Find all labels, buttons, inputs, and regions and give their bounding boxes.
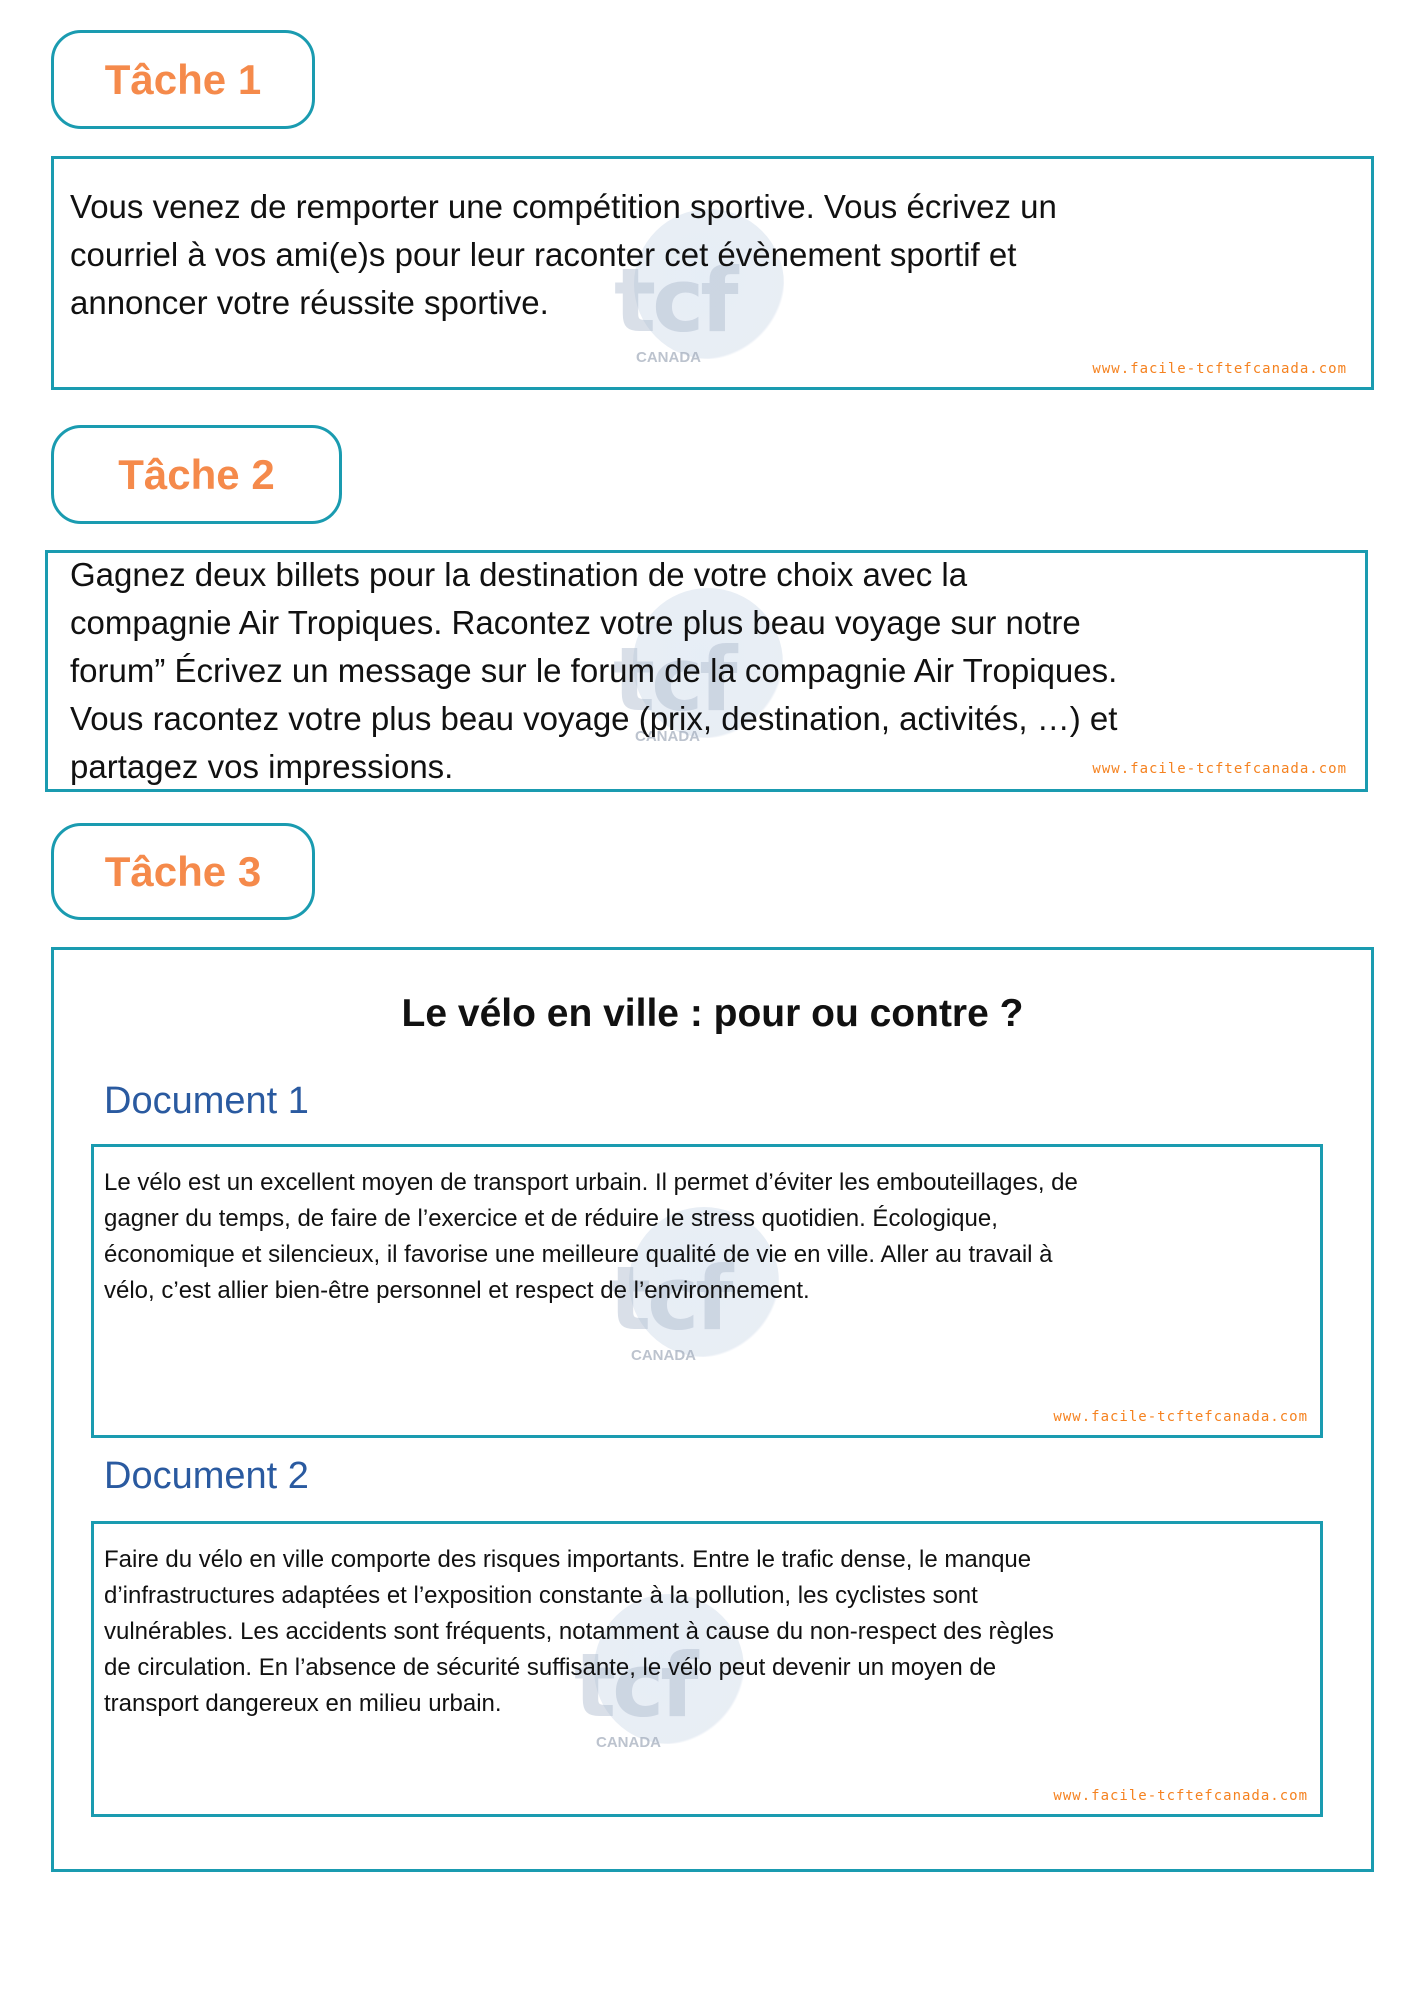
text-line: partagez vos impressions. bbox=[70, 748, 454, 785]
task-2-box: Gagnez deux billets pour la destination … bbox=[45, 550, 1368, 792]
document-2-box: Faire du vélo en ville comporte des risq… bbox=[91, 1521, 1323, 1817]
text-line: Gagnez deux billets pour la destination … bbox=[70, 556, 968, 593]
text-line: gagner du temps, de faire de l’exercice … bbox=[104, 1205, 998, 1232]
website-url: www.facile-tcftefcanada.com bbox=[1053, 1788, 1308, 1804]
text-line: compagnie Air Tropiques. Racontez votre … bbox=[70, 604, 1081, 641]
task-2-label: Tâche 2 bbox=[51, 425, 342, 524]
task-3-label: Tâche 3 bbox=[51, 823, 315, 920]
task-3-label-text: Tâche 3 bbox=[104, 847, 262, 895]
task-1-box: Vous venez de remporter une compétition … bbox=[51, 156, 1374, 390]
text-line: Vous racontez votre plus beau voyage (pr… bbox=[70, 700, 1118, 737]
task-1-label: Tâche 1 bbox=[51, 30, 315, 129]
text-line: d’infrastructures adaptées et l’expositi… bbox=[104, 1582, 978, 1609]
website-url: www.facile-tcftefcanada.com bbox=[1053, 1409, 1308, 1425]
text-line: vélo, c’est allier bien-être personnel e… bbox=[104, 1277, 810, 1304]
text-line: courriel à vos ami(e)s pour leur raconte… bbox=[70, 236, 1017, 273]
text-line: économique et silencieux, il favorise un… bbox=[104, 1241, 1053, 1268]
document-1-box: Le vélo est un excellent moyen de transp… bbox=[91, 1144, 1323, 1438]
document-1-heading: Document 1 bbox=[104, 1080, 309, 1122]
text-line: forum” Écrivez un message sur le forum d… bbox=[70, 652, 1118, 689]
task-2-label-text: Tâche 2 bbox=[118, 450, 275, 498]
website-url: www.facile-tcftefcanada.com bbox=[1092, 761, 1347, 777]
task-3-title: Le vélo en ville : pour ou contre ? bbox=[401, 992, 1024, 1035]
text-line: Vous venez de remporter une compétition … bbox=[70, 188, 1057, 225]
task-1-prompt: Vous venez de remporter une compétition … bbox=[70, 183, 1057, 327]
document-1-text: Le vélo est un excellent moyen de transp… bbox=[104, 1165, 1078, 1309]
text-line: Le vélo est un excellent moyen de transp… bbox=[104, 1169, 1078, 1196]
text-line: Faire du vélo en ville comporte des risq… bbox=[104, 1546, 1032, 1573]
document-2-text: Faire du vélo en ville comporte des risq… bbox=[104, 1542, 1054, 1722]
task-3-box: Le vélo en ville : pour ou contre ? Docu… bbox=[51, 947, 1374, 1872]
text-line: annoncer votre réussite sportive. bbox=[70, 284, 549, 321]
task-1-label-text: Tâche 1 bbox=[104, 55, 262, 103]
website-url: www.facile-tcftefcanada.com bbox=[1092, 361, 1347, 377]
task-2-prompt: Gagnez deux billets pour la destination … bbox=[70, 551, 1117, 791]
text-line: vulnérables. Les accidents sont fréquent… bbox=[104, 1618, 1054, 1645]
text-line: de circulation. En l’absence de sécurité… bbox=[104, 1654, 997, 1681]
text-line: transport dangereux en milieu urbain. bbox=[104, 1690, 502, 1717]
document-2-heading: Document 2 bbox=[104, 1455, 309, 1497]
